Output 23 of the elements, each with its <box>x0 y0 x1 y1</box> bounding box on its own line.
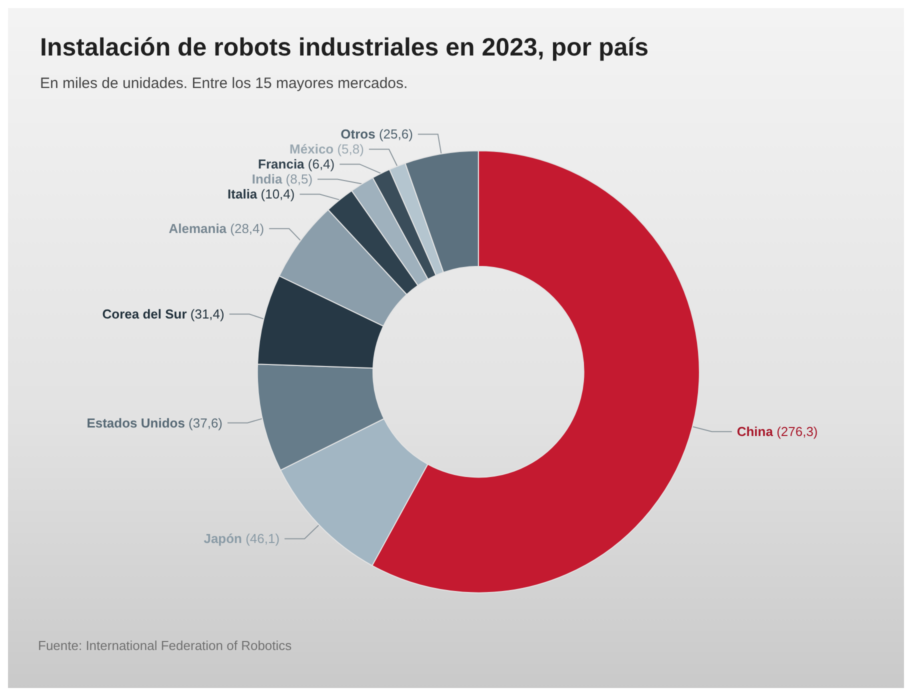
data-label: (6,4) <box>308 156 335 172</box>
chart-title: Instalación de robots industriales en 2023, por país <box>40 34 649 62</box>
slice-label: México <box>290 142 334 157</box>
data-label: (276,3) <box>776 424 818 440</box>
slice-label: India <box>252 172 283 187</box>
data-label: (5,8) <box>337 142 364 157</box>
slice-label: Corea del Sur <box>102 306 187 322</box>
slice-label: Japón <box>204 531 242 546</box>
source-note: Fuente: International Federation of Robotics <box>38 638 292 653</box>
data-label: (28,4) <box>230 221 264 236</box>
slice-label: China <box>736 424 774 440</box>
chart-subtitle: En miles de unidades. Entre los 15 mayores mercados. <box>40 75 408 92</box>
data-label: (37,6) <box>188 415 223 430</box>
slice-label: Alemania <box>168 221 228 236</box>
slice-label: Italia <box>228 186 258 202</box>
data-label: (31,4) <box>190 306 224 322</box>
slice-label: Otros <box>340 126 376 142</box>
data-label: (25,6) <box>378 126 413 142</box>
data-label: (10,4) <box>260 186 295 202</box>
slice-label: Estados Unidos <box>86 415 185 430</box>
data-label: (8,5) <box>286 172 313 187</box>
data-label: (46,1) <box>246 531 280 546</box>
slice-label: Francia <box>258 156 306 172</box>
